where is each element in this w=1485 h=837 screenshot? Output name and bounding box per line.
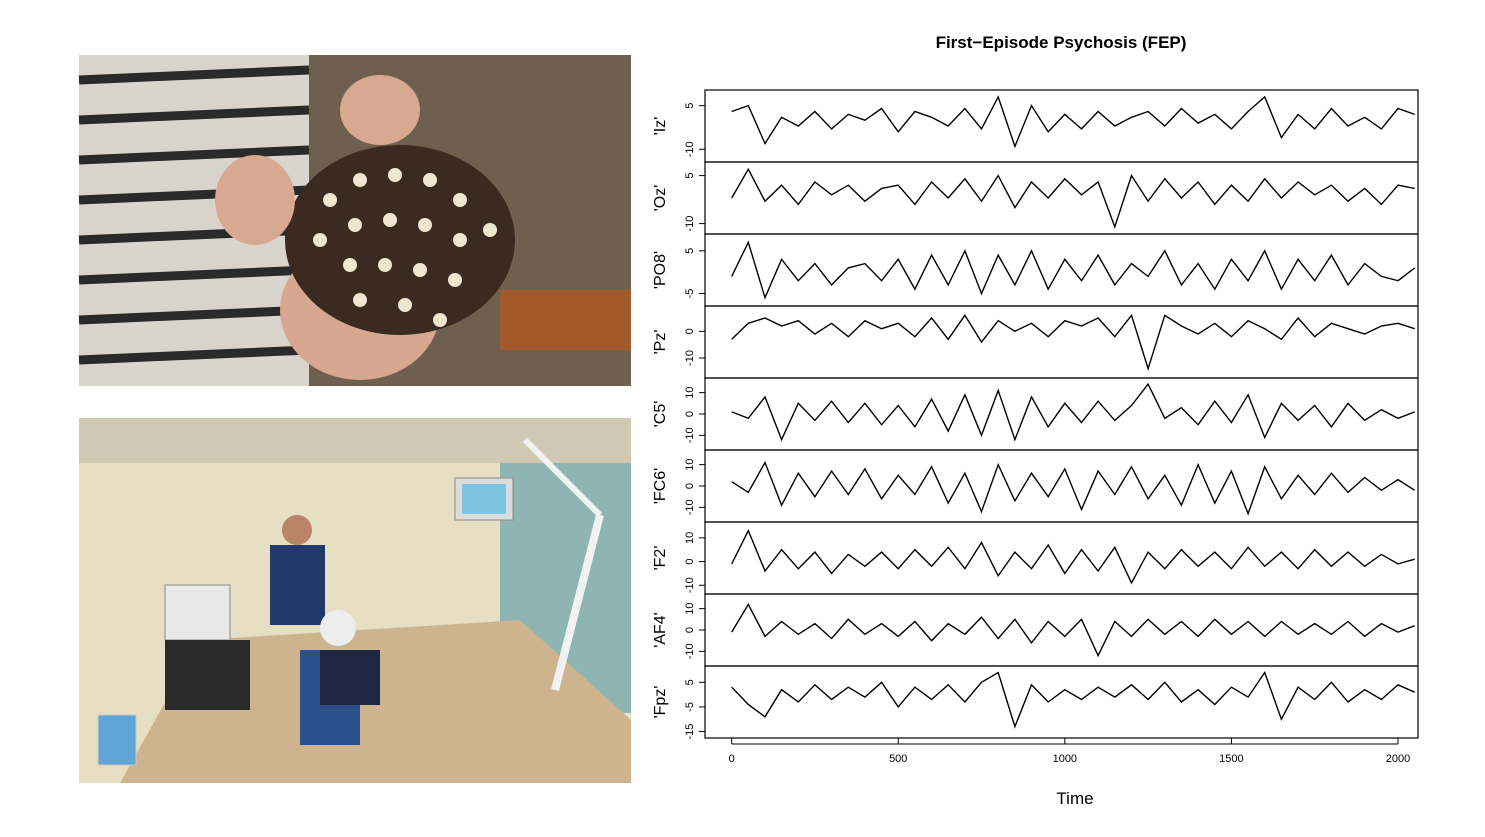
eeg-trace [731, 670, 1415, 729]
y-tick-label: -5 [684, 702, 696, 712]
eeg-trace [731, 602, 1415, 658]
photo-lab-room [79, 418, 631, 783]
x-tick-label: 0 [729, 753, 735, 765]
channel-label: 'Fpz' [652, 686, 669, 719]
x-tick-label: 1500 [1219, 753, 1243, 765]
y-tick-label: -10 [684, 427, 696, 443]
y-tick-label: 5 [684, 103, 696, 109]
person-standing [270, 545, 325, 625]
y-tick-label: 0 [684, 627, 696, 633]
y-tick-label: -10 [684, 577, 696, 593]
tms-arm [522, 437, 603, 518]
y-tick-label: 5 [684, 248, 696, 254]
screen [97, 714, 137, 766]
eeg-trace [731, 313, 1415, 372]
photo-eeg-cap [78, 55, 631, 386]
y-tick-label: 0 [684, 411, 696, 417]
x-tick-label: 2000 [1386, 753, 1410, 765]
panel-frame [704, 449, 1419, 523]
eeg-trace [731, 95, 1415, 149]
eeg-trace [731, 382, 1415, 442]
panel-frame [704, 665, 1419, 739]
y-tick-label: -15 [684, 724, 696, 740]
eeg-trace [731, 240, 1416, 300]
panel-frame [704, 521, 1419, 595]
channel-label: 'AF4' [652, 612, 669, 647]
y-tick-label: 0 [684, 558, 696, 564]
eeg-trace [731, 529, 1415, 585]
eeg-trace [731, 167, 1415, 229]
y-tick-label: 5 [684, 679, 696, 685]
channel-label: 'F2' [652, 546, 669, 571]
y-tick-label: -10 [684, 141, 696, 157]
y-tick-label: -5 [684, 289, 696, 299]
head [282, 515, 312, 545]
channel-label: 'Pz' [652, 330, 669, 355]
y-tick-label: 10 [684, 459, 696, 471]
y-tick-label: 0 [684, 483, 696, 489]
channel-label: 'Iz' [652, 117, 669, 136]
monitor-screen [462, 484, 506, 514]
y-tick-label: 10 [684, 387, 696, 399]
y-tick-label: 5 [684, 173, 696, 179]
chart-title: First−Episode Psychosis (FEP) [936, 33, 1187, 52]
electrodes [313, 168, 497, 327]
x-axis-label: Time [1056, 789, 1093, 808]
y-tick-label: -10 [684, 499, 696, 515]
device [164, 584, 231, 641]
channel-label: 'FC6' [652, 468, 669, 504]
tms-arm [551, 514, 604, 691]
x-tick-label: 1000 [1053, 753, 1077, 765]
eeg-cap [320, 610, 356, 646]
channel-label: 'PO8' [652, 251, 669, 289]
y-tick-label: -10 [684, 643, 696, 659]
y-tick-label: 10 [684, 603, 696, 615]
cart [165, 640, 250, 710]
y-tick-label: -10 [684, 350, 696, 366]
panel-frame [704, 593, 1419, 667]
y-tick-label: 0 [684, 328, 696, 334]
wall-rail [500, 290, 631, 350]
chart: First−Episode Psychosis (FEP) Time -10 5 '… [652, 33, 1419, 808]
cap [285, 145, 515, 335]
hand [215, 155, 295, 245]
seated-person [320, 650, 380, 705]
channel-label: 'C5' [652, 401, 669, 428]
y-tick-label: -10 [684, 216, 696, 232]
ceiling [79, 418, 631, 463]
eeg-trace [731, 460, 1416, 516]
hand [340, 75, 420, 145]
x-tick-label: 500 [889, 753, 907, 765]
panel-frame [704, 377, 1419, 451]
panel-frame [704, 233, 1419, 307]
y-tick-label: 10 [684, 532, 696, 544]
panel-frame [704, 305, 1419, 379]
channel-label: 'Oz' [652, 185, 669, 212]
panel-frame [704, 161, 1419, 235]
